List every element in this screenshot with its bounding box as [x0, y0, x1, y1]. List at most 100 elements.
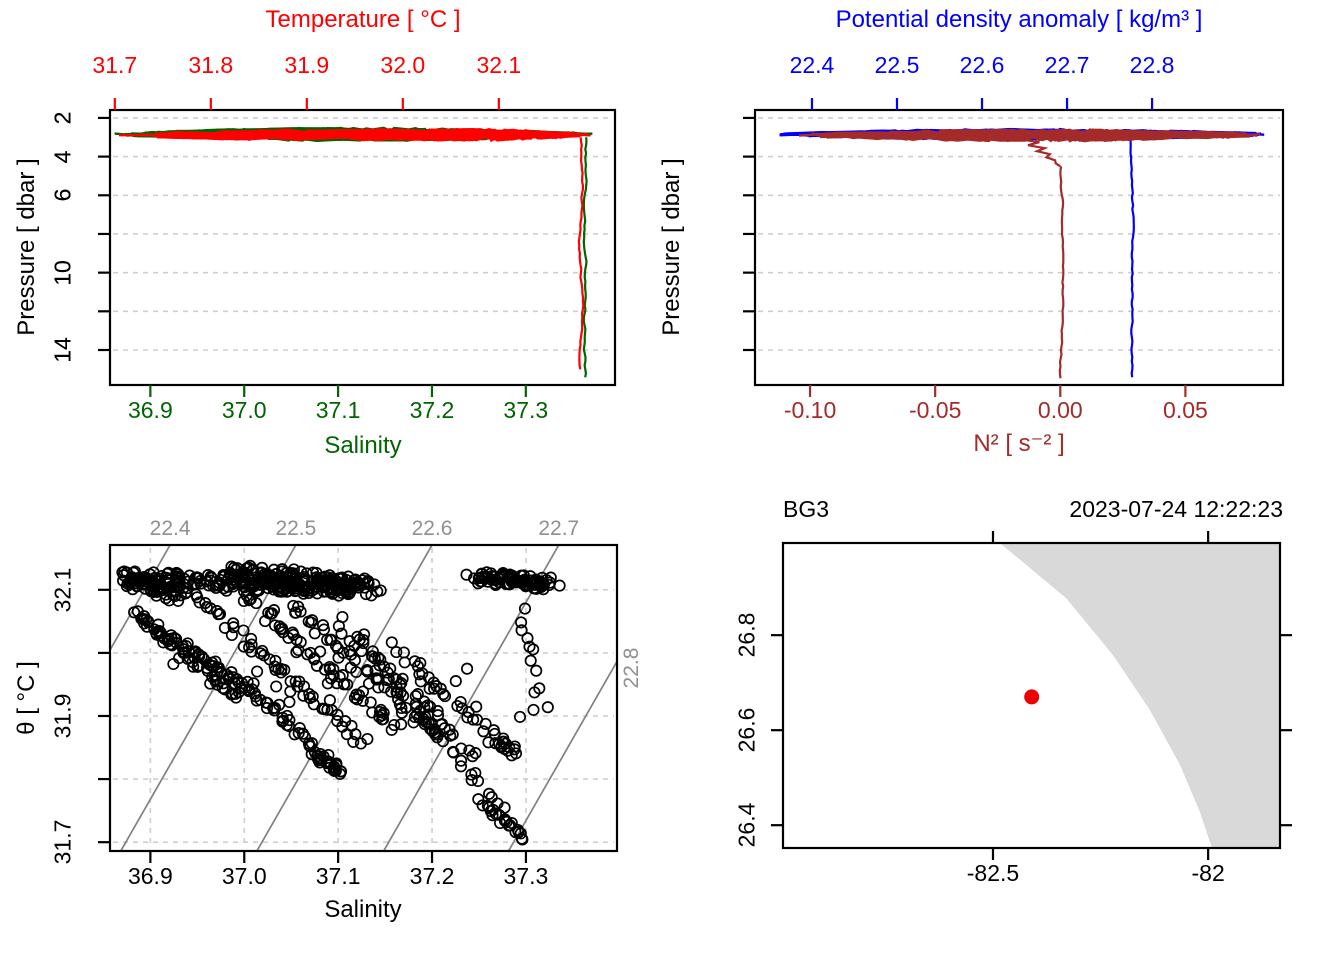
- salinity-axis-title-top-panel: Salinity: [324, 432, 402, 459]
- ts-point: [327, 669, 340, 682]
- ts-point: [217, 677, 230, 690]
- bottom-tick-label: 0.05: [1163, 397, 1208, 423]
- top-tick-label: 22.6: [959, 52, 1005, 78]
- ts-point: [469, 766, 482, 780]
- ts-point: [251, 665, 264, 678]
- map-frame: [781, 541, 1282, 850]
- ts-point: [524, 654, 537, 667]
- ts-point: [428, 682, 441, 695]
- bottom-tick-label: 37.3: [503, 863, 549, 889]
- ts-point: [417, 713, 430, 726]
- ts-point: [311, 587, 324, 600]
- surface-band-line: [990, 131, 1160, 141]
- bottom-tick-label: 37.1: [315, 863, 361, 889]
- ts-point: [281, 570, 294, 584]
- ts-point: [164, 638, 177, 651]
- bottom-tick-label: 37.3: [503, 397, 549, 423]
- ts-point: [345, 583, 358, 596]
- ts-point: [297, 583, 310, 596]
- isopycnal-line: [507, 659, 617, 851]
- profile-line: [1129, 137, 1135, 378]
- ts-diagram-frame: [108, 543, 619, 853]
- ts-point: [372, 681, 385, 694]
- profile-density-n2-series: [779, 127, 1265, 379]
- isopycnal-label-top: 22.7: [538, 517, 580, 540]
- land-polygon: [999, 543, 1280, 848]
- ts-point: [521, 632, 534, 645]
- ts-point: [358, 572, 371, 585]
- ts-point: [365, 589, 378, 602]
- ts-point: [254, 647, 267, 660]
- ts-point: [382, 673, 395, 686]
- bottom-tick-label: 36.9: [127, 397, 173, 423]
- ts-point: [228, 571, 241, 584]
- bottom-tick-label: 37.1: [315, 397, 361, 423]
- ts-scatter-points: [116, 559, 566, 846]
- top-tick-label: 32.0: [380, 52, 426, 78]
- ts-point: [366, 645, 379, 658]
- ts-point: [237, 624, 250, 637]
- ts-point: [334, 765, 347, 778]
- bottom-tick-label: 36.9: [127, 863, 173, 889]
- bottom-tick-label: 0.00: [1037, 397, 1083, 423]
- ts-point: [245, 638, 258, 651]
- ts-point: [544, 571, 557, 584]
- left-tick-label: 4: [49, 150, 76, 163]
- ts-point: [204, 677, 217, 690]
- ts-point: [340, 728, 353, 741]
- pressure-axis-title-right-panel: Pressure [ dbar ]: [658, 158, 685, 336]
- ts-point: [416, 667, 429, 680]
- ts-point: [359, 588, 373, 601]
- top-tick-label: 22.7: [1044, 52, 1090, 78]
- ts-point: [353, 633, 366, 646]
- ts-point: [294, 605, 307, 618]
- ts-point: [274, 623, 287, 636]
- ts-point: [172, 572, 185, 585]
- ts-point: [177, 581, 190, 594]
- ts-point: [351, 693, 364, 706]
- latitude-tick-label: 26.8: [733, 612, 760, 658]
- ts-point: [303, 687, 316, 701]
- ts-point: [471, 774, 485, 788]
- bottom-tick-label: 37.2: [409, 397, 455, 423]
- ts-point: [527, 643, 540, 656]
- profile-density-n2-frame: [753, 108, 1285, 387]
- ts-point: [381, 666, 394, 679]
- top-tick-label: 22.4: [789, 52, 835, 78]
- ts-point: [515, 616, 528, 629]
- ts-point: [342, 570, 355, 583]
- ts-point: [361, 665, 374, 678]
- ts-point: [300, 567, 313, 580]
- ts-point: [385, 636, 398, 649]
- ts-point: [370, 673, 383, 686]
- plot-background: [110, 110, 615, 385]
- bottom-tick-label: 37.0: [221, 863, 267, 889]
- ts-point: [536, 577, 549, 590]
- ts-point: [245, 632, 258, 645]
- ts-point: [227, 617, 240, 630]
- ts-point: [305, 616, 318, 629]
- salinity-axis-title-ts-panel: Salinity: [324, 896, 402, 923]
- profile-temperature-salinity-series: [114, 126, 593, 378]
- longitude-tick-label: -82.5: [966, 860, 1020, 886]
- theta-tick-label: 32.1: [49, 567, 76, 613]
- ts-point: [321, 677, 334, 690]
- ts-point: [469, 747, 482, 760]
- bottom-tick-label: 37.0: [221, 397, 267, 423]
- ts-point: [397, 689, 410, 702]
- ts-point: [390, 680, 403, 694]
- ts-point: [289, 585, 302, 598]
- ts-point: [254, 693, 267, 706]
- station-dot: [1024, 689, 1040, 705]
- ts-point: [518, 602, 532, 615]
- ts-point: [509, 826, 522, 839]
- temperature-axis-title: Temperature [ °C ]: [265, 6, 461, 33]
- ts-point: [395, 706, 408, 719]
- ts-point: [479, 717, 492, 730]
- ts-point: [280, 566, 294, 579]
- ts-point: [212, 608, 225, 621]
- ts-point: [321, 633, 334, 646]
- ts-point: [267, 604, 281, 617]
- ts-point: [385, 723, 398, 736]
